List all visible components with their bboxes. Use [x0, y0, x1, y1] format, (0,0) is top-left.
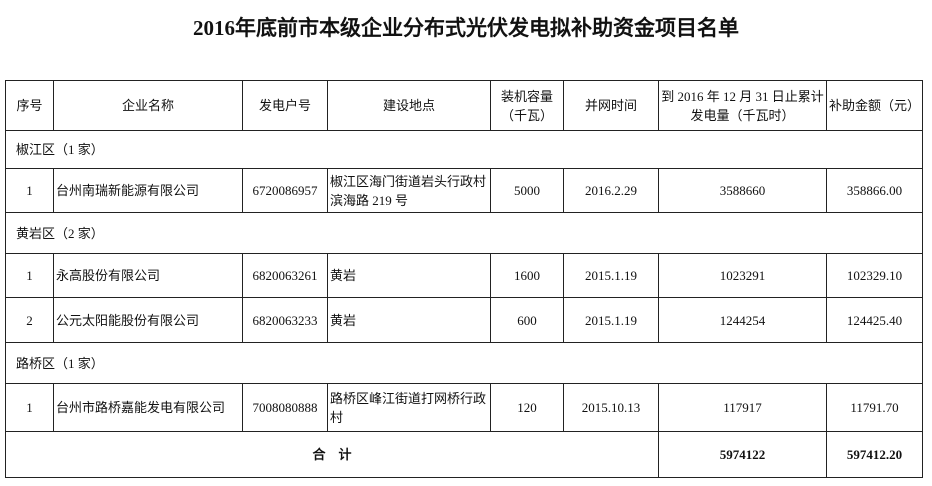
company-name: 公元太阳能股份有限公司	[53, 297, 243, 343]
header-cell: 企业名称	[53, 80, 243, 131]
total-label: 合 计	[5, 431, 659, 478]
company-name: 台州南瑞新能源有限公司	[53, 168, 243, 213]
grid-date: 2016.2.29	[563, 168, 659, 213]
capacity: 600	[490, 297, 564, 343]
energy: 1244254	[658, 297, 827, 343]
energy: 3588660	[658, 168, 827, 213]
grid-date: 2015.1.19	[563, 253, 659, 298]
total-row: 合 计 5974122 597412.20	[5, 431, 923, 478]
location: 黄岩	[327, 297, 491, 343]
header-cell: 装机容量（千瓦）	[490, 80, 564, 131]
company-name: 台州市路桥嘉能发电有限公司	[53, 383, 243, 432]
row-number: 2	[5, 297, 54, 343]
row-number: 1	[5, 383, 54, 432]
subsidy: 11791.70	[826, 383, 923, 432]
table-row: 1 台州市路桥嘉能发电有限公司 7008080888 路桥区峰江街道打网桥行政村 120…	[5, 383, 923, 432]
table-row: 2 公元太阳能股份有限公司 6820063233 黄岩 600 2015.1.19 1244…	[5, 297, 923, 343]
capacity: 5000	[490, 168, 564, 213]
district-label: 黄岩区（2 家）	[5, 212, 923, 254]
location: 椒江区海门街道岩头行政村滨海路 219 号	[327, 168, 491, 213]
subsidy: 358866.00	[826, 168, 923, 213]
header-cell: 建设地点	[327, 80, 491, 131]
header-row: 序号 企业名称 发电户号 建设地点 装机容量（千瓦） 并网时间 到 2016 年…	[5, 80, 923, 131]
table-row: 1 永高股份有限公司 6820063261 黄岩 1600 2015.1.19 102329…	[5, 253, 923, 298]
location: 路桥区峰江街道打网桥行政村	[327, 383, 491, 432]
header-cell: 序号	[5, 80, 54, 131]
header-cell: 到 2016 年 12 月 31 日止累计发电量（千瓦时）	[658, 80, 827, 131]
company-name: 永高股份有限公司	[53, 253, 243, 298]
district-label: 路桥区（1 家）	[5, 342, 923, 384]
grid-date: 2015.10.13	[563, 383, 659, 432]
capacity: 120	[490, 383, 564, 432]
account-number: 6820063233	[242, 297, 328, 343]
grid-date: 2015.1.19	[563, 297, 659, 343]
district-group-row: 黄岩区（2 家）	[5, 212, 923, 254]
account-number: 7008080888	[242, 383, 328, 432]
energy: 1023291	[658, 253, 827, 298]
page-title: 2016年底前市本级企业分布式光伏发电拟补助资金项目名单	[193, 16, 739, 40]
account-number: 6820063261	[242, 253, 328, 298]
energy: 117917	[658, 383, 827, 432]
table-row: 1 台州南瑞新能源有限公司 6720086957 椒江区海门街道岩头行政村滨海路 21…	[5, 168, 923, 213]
district-group-row: 路桥区（1 家）	[5, 342, 923, 384]
subsidy: 102329.10	[826, 253, 923, 298]
district-group-row: 椒江区（1 家）	[5, 130, 923, 169]
total-subsidy: 597412.20	[826, 431, 923, 478]
row-number: 1	[5, 253, 54, 298]
header-cell: 发电户号	[242, 80, 328, 131]
header-cell: 并网时间	[563, 80, 659, 131]
total-energy: 5974122	[658, 431, 827, 478]
account-number: 6720086957	[242, 168, 328, 213]
district-label: 椒江区（1 家）	[5, 130, 923, 169]
subsidy: 124425.40	[826, 297, 923, 343]
capacity: 1600	[490, 253, 564, 298]
row-number: 1	[5, 168, 54, 213]
header-cell: 补助金额（元）	[826, 80, 923, 131]
location: 黄岩	[327, 253, 491, 298]
subsidy-table: 序号 企业名称 发电户号 建设地点 装机容量（千瓦） 并网时间 到 2016 年…	[5, 80, 923, 478]
